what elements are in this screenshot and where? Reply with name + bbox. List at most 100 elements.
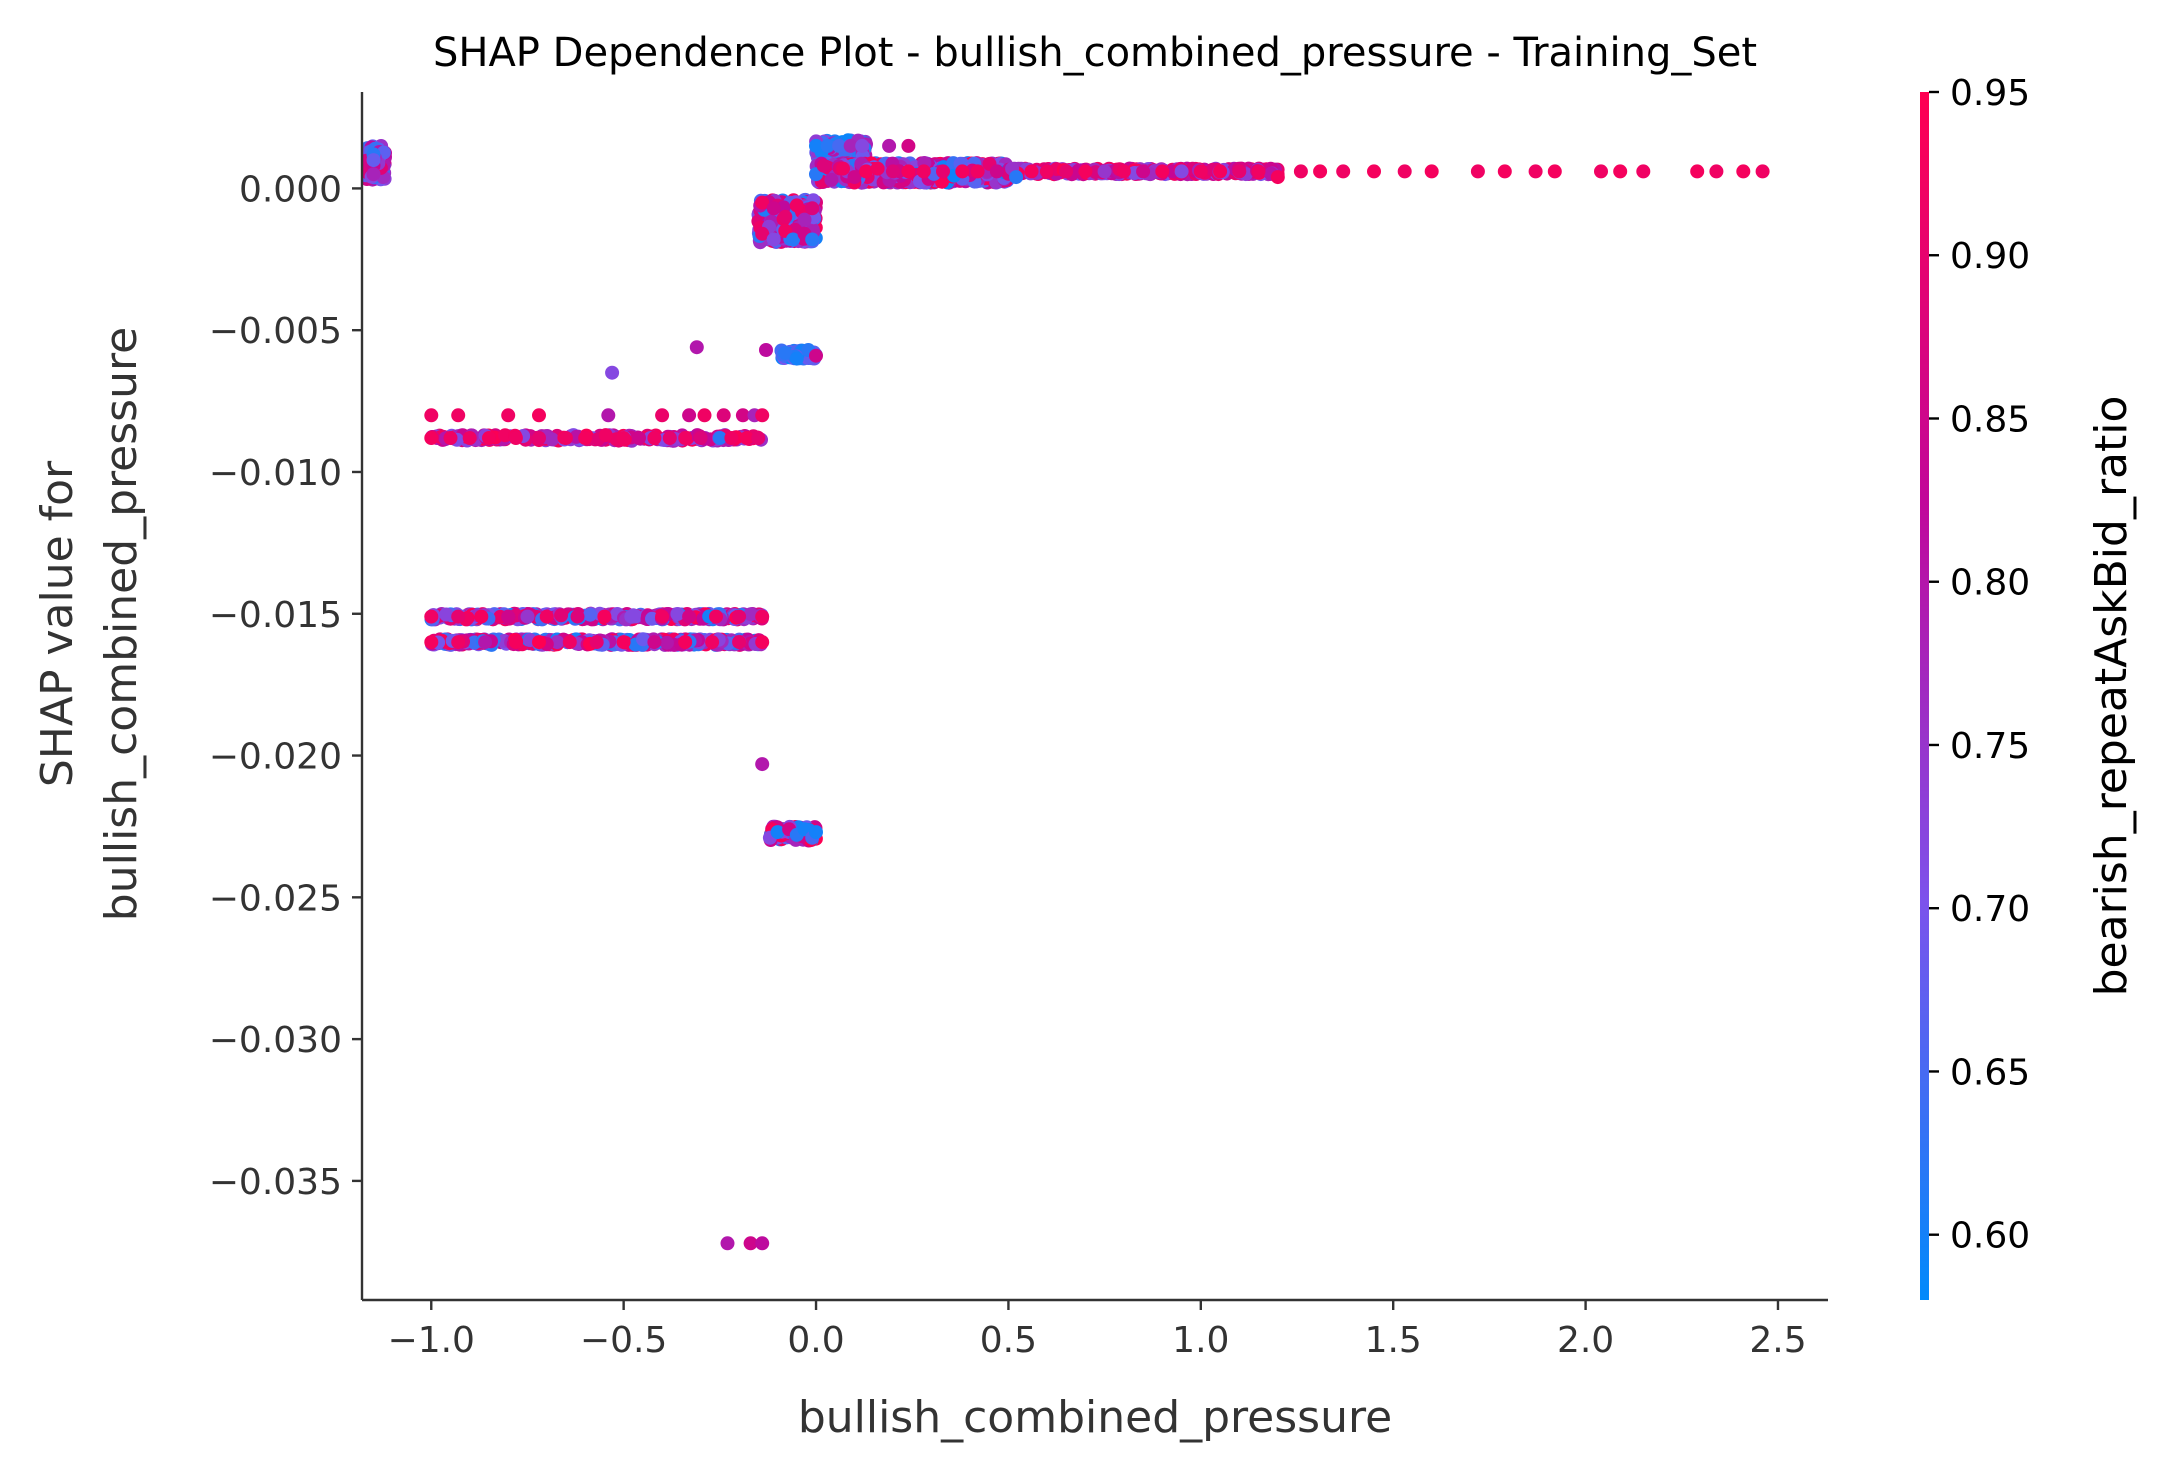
data-point (1270, 170, 1285, 185)
data-point (1690, 164, 1705, 179)
data-point (482, 431, 496, 445)
data-point (739, 431, 754, 445)
data-point (824, 172, 839, 187)
data-point (759, 343, 773, 357)
data-point (451, 408, 466, 423)
data-point (1078, 164, 1093, 179)
data-point (532, 408, 546, 423)
colorbar-tick-label: 0.85 (1950, 399, 2030, 440)
y-tick-label: −0.025 (209, 878, 342, 919)
data-point (670, 607, 685, 621)
data-point (647, 431, 662, 445)
data-point (605, 365, 620, 380)
data-point (709, 609, 723, 624)
data-point (554, 608, 569, 623)
data-point (1367, 164, 1381, 179)
data-point (558, 431, 573, 445)
data-point (716, 408, 731, 423)
data-point (1097, 164, 1112, 179)
data-point (970, 164, 985, 179)
x-tick-label: 2.5 (1749, 1320, 1806, 1361)
data-point (743, 607, 758, 622)
data-point (916, 164, 931, 179)
data-point (697, 408, 712, 423)
data-point (1528, 164, 1543, 179)
data-point (659, 635, 674, 650)
x-tick-label: 1.0 (1172, 1320, 1229, 1361)
data-point (439, 607, 454, 622)
data-point (882, 138, 897, 153)
data-point (678, 635, 693, 650)
colorbar-tick-label: 0.95 (1950, 73, 2030, 114)
data-point (766, 232, 781, 247)
data-point (424, 408, 439, 423)
data-point (532, 635, 546, 650)
y-tick-label: 0.000 (239, 169, 342, 210)
data-point (366, 167, 381, 182)
data-point (720, 1236, 735, 1251)
data-point (682, 408, 697, 423)
data-point (989, 164, 1004, 179)
data-point (601, 408, 616, 423)
chart-title: SHAP Dependence Plot - bullish_combined_… (433, 30, 1757, 76)
data-point (755, 195, 770, 210)
x-tick-label: −0.5 (580, 1320, 667, 1361)
y-tick-label: −0.030 (209, 1020, 342, 1061)
data-point (789, 351, 804, 366)
data-point (647, 635, 662, 650)
data-point (1336, 164, 1351, 179)
data-point (1116, 164, 1131, 179)
data-point (886, 164, 900, 179)
data-point (786, 232, 800, 247)
data-point (836, 161, 850, 176)
data-point (816, 158, 831, 173)
data-point (474, 609, 489, 624)
data-point (870, 161, 885, 176)
data-point (732, 635, 747, 650)
data-point (705, 635, 720, 650)
data-point (616, 635, 631, 650)
data-point (770, 825, 785, 840)
scatter-points (362, 133, 1770, 1251)
data-point (1313, 164, 1328, 179)
data-point (545, 432, 560, 447)
data-point (1736, 164, 1751, 179)
data-point (1251, 164, 1266, 179)
colorbar-tick-label: 0.75 (1950, 726, 2030, 767)
x-tick-label: −1.0 (388, 1320, 475, 1361)
data-point (859, 164, 874, 179)
data-point (843, 138, 858, 153)
data-point (598, 428, 613, 443)
data-point (1594, 164, 1608, 179)
data-point (624, 609, 639, 624)
data-point (550, 635, 565, 650)
data-point (1547, 164, 1562, 179)
data-point (1136, 164, 1151, 179)
data-point (508, 635, 523, 650)
data-point (832, 138, 847, 153)
data-point (498, 428, 513, 443)
data-point (532, 431, 546, 445)
data-point (755, 1236, 770, 1251)
data-point (855, 138, 870, 153)
data-point (597, 609, 612, 624)
data-point (755, 757, 770, 772)
data-point (451, 609, 466, 624)
data-point (809, 825, 823, 840)
data-point (712, 431, 727, 445)
data-point (682, 609, 697, 624)
data-point (1424, 164, 1439, 179)
data-point (1755, 164, 1770, 179)
data-point (732, 609, 747, 624)
data-point (424, 431, 439, 445)
y-tick-label: −0.020 (209, 737, 342, 778)
x-tick-label: 0.5 (980, 1320, 1037, 1361)
data-point (570, 609, 585, 624)
data-point (1193, 164, 1208, 179)
x-tick-label: 1.5 (1365, 1320, 1422, 1361)
data-point (755, 635, 770, 650)
data-point (424, 609, 439, 624)
colorbar-ticks: 0.60 0.65 0.70 0.75 0.80 0.85 0.90 0.95 (1929, 73, 2030, 1257)
